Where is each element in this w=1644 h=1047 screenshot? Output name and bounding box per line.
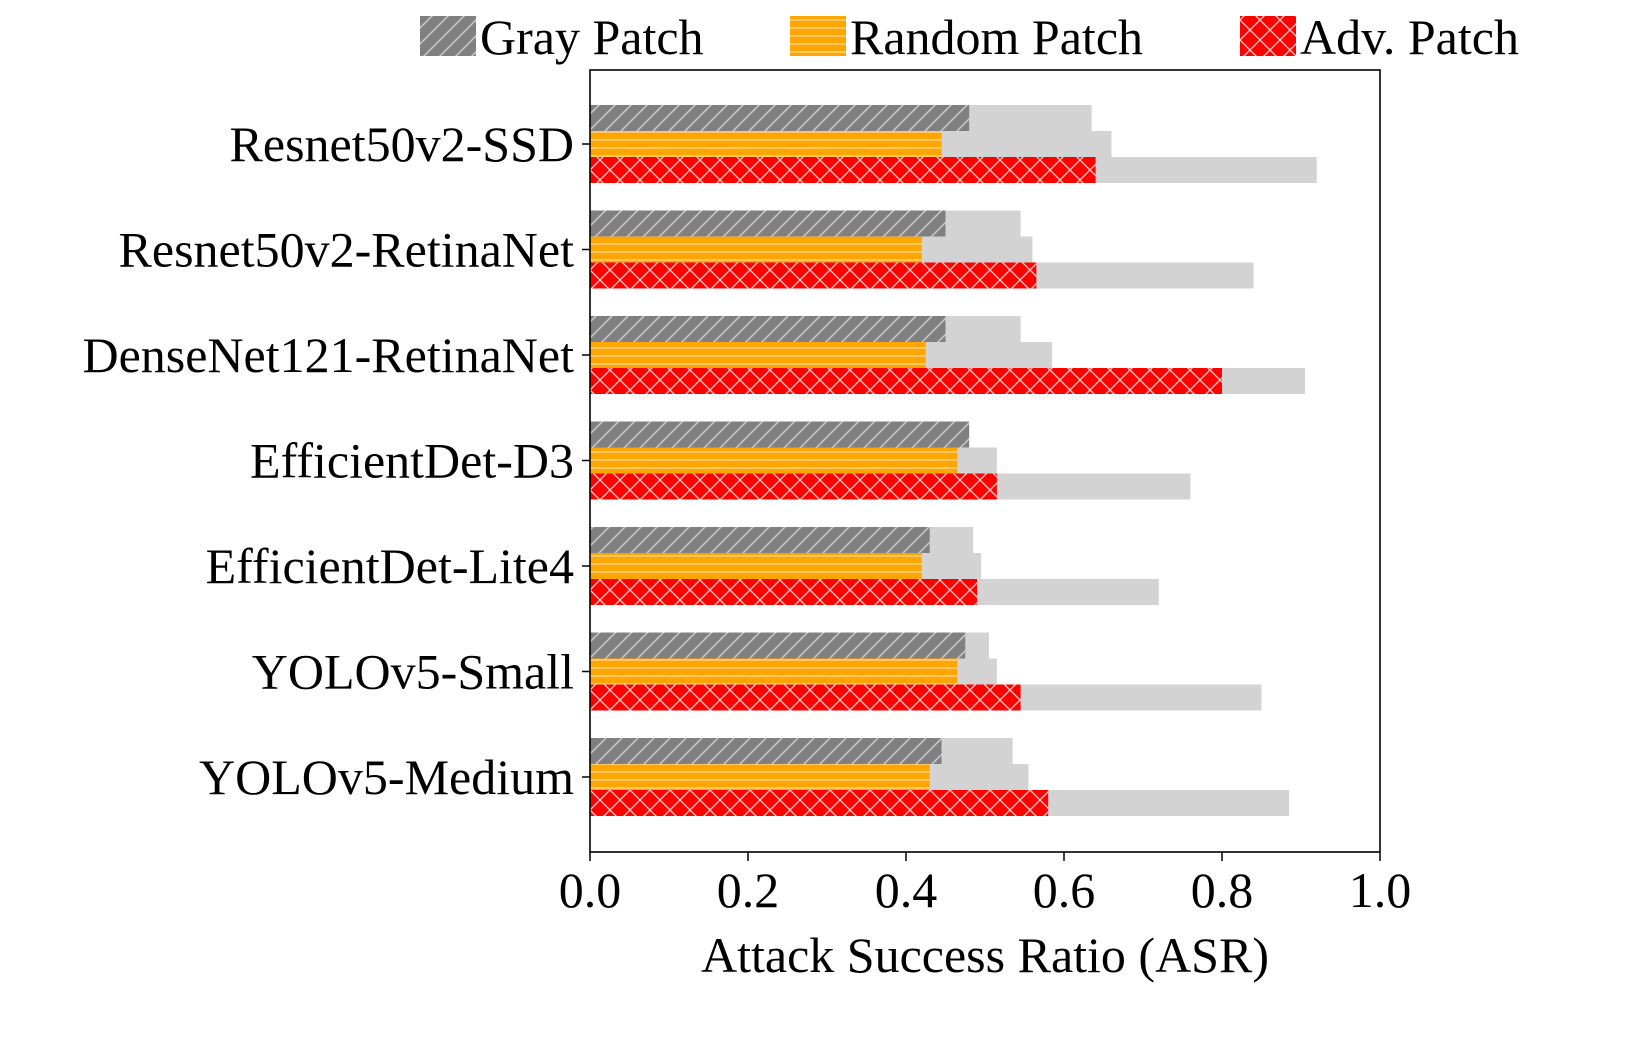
bar-hatch-gray-patch-yolov5-medium — [590, 738, 942, 764]
axes: Resnet50v2-SSD Resnet50v2-RetinaNet DenseN… — [82, 69, 1412, 983]
bar-hatch-adv-patch-yolov5-small — [590, 684, 1021, 711]
x-tick-label-1-0: 1.0 — [1349, 862, 1412, 918]
legend-label-random-patch: Random Patch — [850, 9, 1143, 65]
bar-hatch-adv-patch-efficientdet-d3 — [590, 473, 997, 500]
x-tick-label-0-0: 0.0 — [559, 862, 622, 918]
bar-hatch-adv-patch-resnet50v2-retinanet — [590, 262, 1037, 289]
data-bars — [590, 105, 1222, 816]
bar-hatch-random-patch-yolov5-medium — [590, 764, 930, 790]
bar-hatch-random-patch-yolov5-small — [590, 658, 958, 685]
x-tick-label-0-6: 0.6 — [1033, 862, 1096, 918]
bar-hatch-random-patch-resnet50v2-ssd — [590, 131, 942, 157]
category-label-resnet50v2-ssd: Resnet50v2-SSD — [230, 116, 574, 172]
bar-hatch-random-patch-resnet50v2-retinanet — [590, 236, 922, 263]
legend-label-gray-patch: Gray Patch — [480, 9, 704, 65]
legend-swatch-hatch-random-patch — [790, 16, 846, 56]
plot-frame — [589, 69, 1381, 853]
x-axis-label: Attack Success Ratio (ASR) — [701, 927, 1269, 983]
legend-swatch-hatch-gray-patch — [420, 16, 476, 56]
legend-swatch-hatch-adv-patch — [1240, 16, 1296, 56]
bar-hatch-adv-patch-resnet50v2-ssd — [590, 157, 1096, 183]
bar-hatch-adv-patch-densenet121-retinanet — [590, 368, 1222, 394]
category-label-efficientdet-lite4: EfficientDet-Lite4 — [206, 538, 574, 594]
category-label-densenet121-retinanet: DenseNet121-RetinaNet — [82, 327, 574, 383]
bar-hatch-gray-patch-densenet121-retinanet — [590, 316, 946, 342]
legend-label-adv-patch: Adv. Patch — [1300, 9, 1519, 65]
bar-hatch-gray-patch-resnet50v2-retinanet — [590, 210, 946, 237]
bar-hatch-random-patch-efficientdet-d3 — [590, 447, 958, 474]
bar-hatch-adv-patch-yolov5-medium — [590, 790, 1049, 816]
bar-hatch-random-patch-densenet121-retinanet — [590, 342, 926, 368]
x-tick-label-0-8: 0.8 — [1191, 862, 1254, 918]
bar-hatch-adv-patch-efficientdet-lite4 — [590, 579, 978, 605]
bar-hatch-gray-patch-efficientdet-lite4 — [590, 527, 930, 553]
category-label-efficientdet-d3: EfficientDet-D3 — [250, 433, 574, 489]
bar-hatch-gray-patch-resnet50v2-ssd — [590, 105, 970, 131]
bar-hatch-gray-patch-efficientdet-d3 — [590, 421, 970, 448]
category-label-yolov5-medium: YOLOv5-Medium — [199, 749, 574, 805]
bar-hatch-random-patch-efficientdet-lite4 — [590, 553, 922, 579]
legend: Gray Patch Random Patch Adv. Patch — [420, 9, 1519, 65]
category-label-resnet50v2-retinanet: Resnet50v2-RetinaNet — [119, 222, 575, 278]
x-tick-label-0-2: 0.2 — [717, 862, 780, 918]
bar-hatch-gray-patch-yolov5-small — [590, 632, 966, 659]
x-tick-label-0-4: 0.4 — [875, 862, 938, 918]
category-label-yolov5-small: YOLOv5-Small — [252, 644, 574, 700]
